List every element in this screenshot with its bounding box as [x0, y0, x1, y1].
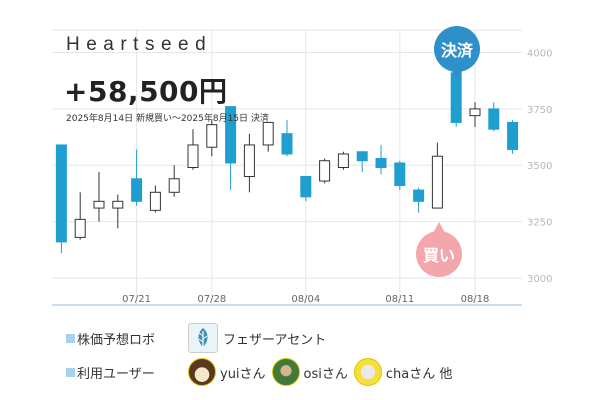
- x-tick-label: 07/21: [122, 294, 151, 305]
- y-tick-label: 3250: [527, 218, 552, 229]
- candle: [168, 165, 180, 197]
- users-label: 利用ユーザー: [77, 366, 155, 382]
- candle-body: [394, 162, 406, 187]
- candle-body: [168, 178, 180, 193]
- users-row: 利用ユーザー yuiさん osiさん chaさん 他: [66, 358, 458, 386]
- candle-body: [243, 144, 255, 178]
- candle-body: [413, 189, 425, 202]
- avatar: [188, 358, 216, 386]
- candle: [488, 102, 500, 132]
- candle-body: [469, 108, 481, 117]
- candle: [394, 160, 406, 191]
- candle-body: [149, 191, 161, 211]
- candle: [74, 192, 86, 240]
- user-osi[interactable]: osiさん: [271, 358, 348, 386]
- candle: [206, 120, 218, 157]
- candle: [93, 172, 105, 222]
- x-tick-label: 08/04: [291, 294, 320, 305]
- x-axis-ticks: 07/21 07/28 08/04 08/11 08/18: [122, 294, 489, 305]
- candle: [431, 142, 443, 209]
- candle: [319, 158, 331, 184]
- candle-body: [450, 72, 462, 123]
- candle: [375, 144, 387, 175]
- company-name: Heartseed: [66, 34, 213, 55]
- candle: [300, 176, 312, 202]
- candle-body: [300, 176, 312, 198]
- feather-icon: [188, 323, 218, 353]
- avatar: [271, 358, 300, 386]
- candle: [112, 194, 124, 229]
- trade-period: 2025年8月14日 新規買い〜2025年8月15日 決済: [66, 114, 269, 124]
- candle-body: [281, 133, 293, 155]
- candle-body: [112, 200, 124, 209]
- candle-body: [431, 155, 443, 209]
- candle: [281, 120, 293, 157]
- candle-body: [356, 151, 368, 162]
- stock-candlestick-chart: 3000 3250 3500 3750 4000 07/21 07/28 08/04 08/1…: [52, 29, 552, 306]
- candle-body: [55, 144, 67, 243]
- candle: [131, 149, 143, 206]
- y-tick-label: 3000: [527, 274, 552, 285]
- sell-marker: 決済: [434, 26, 480, 80]
- robot-row: 株価予想ロボ フェザーアセント: [66, 323, 326, 353]
- candle: [469, 102, 481, 127]
- robot-label: 株価予想ロボ: [77, 332, 156, 348]
- user-yui[interactable]: yuiさん: [188, 358, 266, 386]
- user-name: osiさん: [303, 366, 348, 382]
- candle: [243, 133, 255, 193]
- x-tick-label: 07/28: [197, 294, 226, 305]
- candle-body: [93, 200, 105, 209]
- candle-body: [74, 218, 86, 238]
- candle-body: [337, 153, 349, 168]
- candle: [262, 121, 274, 152]
- user-cha[interactable]: chaさん 他: [353, 358, 453, 386]
- candle: [55, 144, 67, 254]
- avatar: [353, 358, 382, 386]
- buy-marker: 買い: [416, 222, 462, 277]
- candle-body: [375, 157, 387, 169]
- candle: [413, 187, 425, 213]
- y-tick-label: 3750: [527, 105, 552, 116]
- user-name: yuiさん: [220, 366, 266, 382]
- candle-body: [488, 108, 500, 130]
- x-tick-label: 08/18: [461, 294, 490, 305]
- y-tick-label: 3500: [527, 161, 552, 172]
- bullet-square: [66, 367, 75, 377]
- candle: [225, 106, 237, 191]
- bullet-square: [66, 333, 75, 343]
- profit-amount: +58,500円: [64, 75, 228, 108]
- y-axis-ticks: 3000 3250 3500 3750 4000: [527, 49, 552, 285]
- candle-body: [262, 121, 274, 146]
- user-name: chaさん 他: [385, 366, 453, 382]
- robot-name[interactable]: フェザーアセント: [223, 332, 327, 348]
- candle-body: [206, 124, 218, 148]
- candle: [507, 120, 519, 154]
- grid-lines: [52, 29, 522, 305]
- candle: [149, 185, 161, 213]
- y-tick-label: 4000: [527, 49, 552, 60]
- candle: [356, 151, 368, 173]
- candle-body: [225, 106, 237, 164]
- candle-body: [319, 160, 331, 182]
- candles: [55, 68, 519, 254]
- candle-body: [187, 144, 199, 168]
- candle: [187, 129, 199, 170]
- candle-body: [507, 121, 519, 150]
- x-tick-label: 08/11: [385, 294, 414, 305]
- candle-body: [131, 178, 143, 202]
- candle: [337, 151, 349, 170]
